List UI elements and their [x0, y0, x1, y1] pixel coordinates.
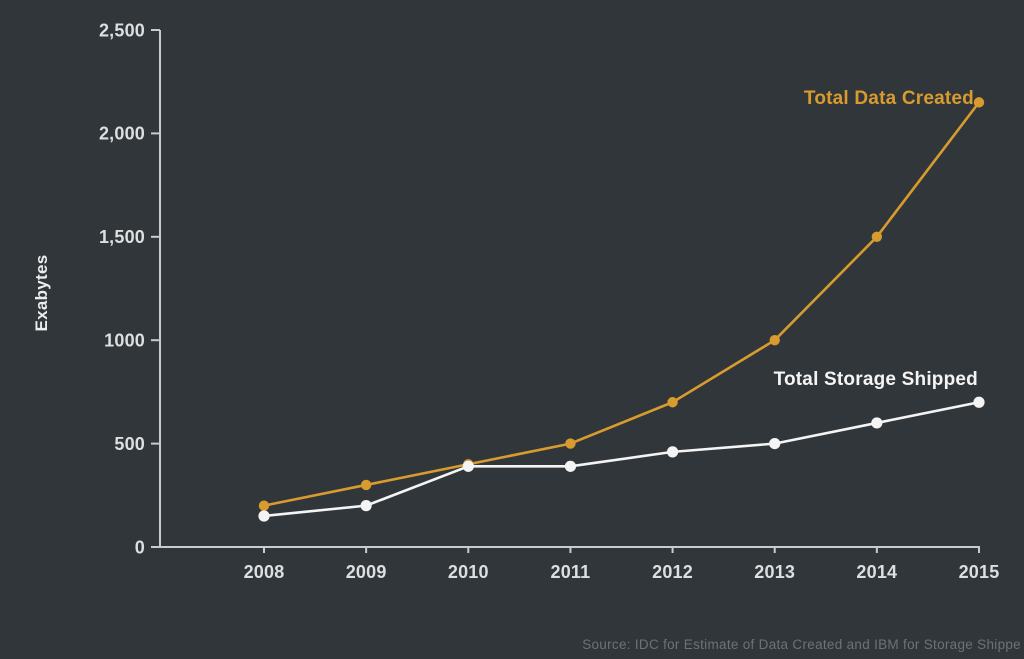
data-point [769, 335, 780, 346]
data-point [360, 479, 372, 491]
series-layer [258, 97, 985, 522]
x-tick-label: 2015 [959, 562, 1000, 582]
data-point [462, 460, 474, 472]
x-tick-label: 2012 [652, 562, 693, 582]
y-tick-label: 2,500 [99, 20, 145, 40]
x-tick-label: 2009 [346, 562, 387, 582]
source-note: Source: IDC for Estimate of Data Created… [582, 637, 1021, 652]
y-axis-title: Exabytes [32, 254, 51, 331]
y-tick-label: 500 [114, 434, 145, 454]
x-tick-label: 2011 [550, 562, 590, 582]
x-tick-label: 2013 [754, 562, 795, 582]
data-point [666, 446, 679, 458]
data-point [769, 438, 781, 450]
data-point [564, 460, 577, 472]
data-point [871, 417, 883, 429]
series-line [262, 101, 981, 507]
series-line [262, 400, 981, 518]
data-point [258, 500, 270, 511]
data-point [871, 231, 883, 242]
y-tick-label: 1,500 [99, 227, 145, 247]
series-total-storage-shipped [258, 396, 985, 522]
series-label-total-data-created: Total Data Created [804, 88, 974, 109]
y-tick-label: 2,000 [99, 124, 145, 144]
x-tick-label: 2014 [856, 562, 897, 582]
data-point [258, 510, 270, 522]
data-point [667, 397, 678, 408]
data-point [973, 396, 985, 408]
axes-layer: 0 500 1000 1,500 2,000 2,500 2008 2009 2010 2011 2… [99, 20, 999, 582]
data-point [973, 97, 985, 108]
x-tick-label: 2010 [448, 562, 489, 582]
data-point [360, 500, 372, 512]
series-label-total-storage-shipped: Total Storage Shipped [774, 369, 978, 390]
y-tick-label: 0 [135, 537, 145, 557]
data-point [565, 438, 576, 449]
x-tick-label: 2008 [244, 562, 285, 582]
y-tick-label: 1000 [104, 331, 145, 351]
